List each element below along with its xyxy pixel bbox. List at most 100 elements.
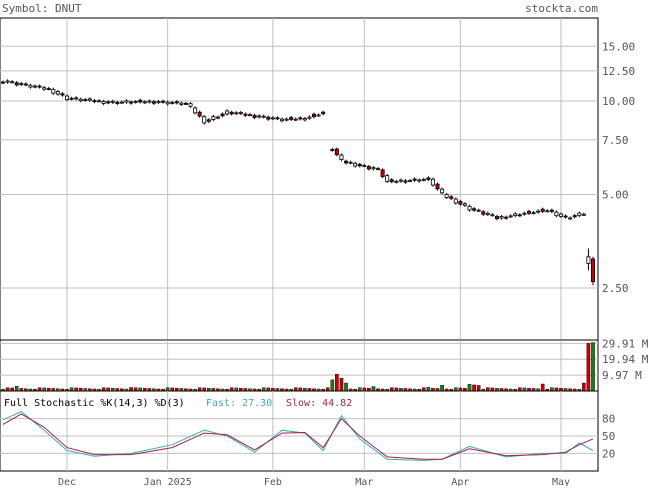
candle-body (197, 111, 202, 117)
month-label: Dec (58, 477, 76, 486)
stochastic-panel: 20 50 80 Full Stochastic %K(14,3) %D(3) Fa… (0, 390, 615, 472)
candle-body (42, 87, 47, 90)
candle-body (412, 178, 417, 181)
candle-body (563, 215, 568, 218)
candle-body (60, 93, 65, 96)
candle-body (568, 217, 573, 220)
candle-body (490, 214, 495, 217)
volume-tick-label: 29.91 M (602, 337, 649, 350)
candle-body (444, 194, 449, 198)
candle-body (371, 167, 376, 170)
candle-body (0, 81, 6, 84)
candle-body (234, 112, 239, 115)
candle-body (453, 198, 458, 204)
candle-body (14, 82, 19, 86)
candle-body (51, 88, 56, 94)
candle-body (376, 168, 381, 170)
candle-body (183, 102, 188, 105)
price-tick-label: 12.50 (602, 65, 635, 78)
volume-bar (476, 385, 481, 392)
candle-body (55, 91, 60, 95)
candle-body (211, 116, 216, 120)
candle-body (225, 110, 230, 115)
volume-panel: 9.97 M 19.94 M 29.91 M (0, 337, 649, 392)
candle-body (403, 180, 408, 183)
volume-bar (330, 379, 335, 392)
brand-label: stockta.com (525, 2, 598, 15)
volume-bar (467, 384, 472, 392)
candle-body (316, 114, 321, 117)
candle-body (87, 98, 92, 101)
volume-bar (339, 378, 344, 392)
volume-bar (540, 383, 545, 392)
candle-body (101, 101, 106, 104)
candle-body (572, 215, 577, 218)
month-label: May (552, 477, 570, 486)
candle-body (577, 212, 582, 217)
candle-body (334, 148, 339, 156)
candle-body (247, 114, 252, 117)
candle-body (266, 116, 271, 120)
candle-body (202, 116, 207, 124)
price-panel-frame (0, 17, 599, 341)
candle-body (508, 215, 513, 218)
price-tick-label: 10.00 (602, 95, 635, 108)
candle-body (531, 212, 536, 215)
candle-body (284, 118, 289, 121)
candle-body (124, 100, 129, 103)
candle-body (321, 111, 326, 115)
candle-body (357, 163, 362, 167)
candle-body (389, 179, 394, 183)
candle-body (440, 188, 445, 194)
volume-bar (440, 385, 444, 392)
candle-body (435, 183, 440, 190)
candle-body (362, 165, 367, 167)
candle-body (78, 98, 83, 102)
candle-body (220, 113, 225, 117)
stochastic-title: Full Stochastic %K(14,3) %D(3) (4, 398, 185, 409)
candle-body (69, 97, 74, 100)
candle-body (156, 101, 161, 104)
candle-body (545, 210, 550, 213)
candle-body (243, 113, 248, 116)
candle-body (426, 177, 431, 180)
candle-body (394, 180, 399, 183)
volume-bar (344, 382, 348, 392)
candle-body (462, 203, 467, 206)
candle-body (513, 213, 518, 217)
candle-body (398, 179, 403, 182)
candle-body (46, 88, 51, 90)
month-label: Jan 2025 (144, 477, 192, 486)
volume-tick-label: 19.94 M (602, 353, 649, 366)
candle-body (540, 208, 545, 212)
candle-body (28, 84, 33, 88)
candle-body (37, 85, 42, 88)
candle-body (526, 210, 531, 214)
price-tick-label: 15.00 (602, 40, 635, 53)
candle-body (289, 117, 294, 120)
candle-body (133, 101, 138, 104)
candle-body (151, 101, 156, 104)
candle-body (92, 100, 97, 103)
price-tick-label: 5.00 (602, 188, 629, 201)
stochastic-panel-frame (0, 390, 599, 472)
price-axis-ticks: 2.50 5.00 7.50 10.00 12.50 15.00 (602, 40, 635, 295)
candle-body (330, 149, 335, 151)
volume-bar (426, 387, 431, 392)
volume-bar (14, 386, 19, 392)
stochastic-slow-label: Slow: 44.82 (286, 398, 352, 409)
candle-body (344, 160, 349, 164)
candle-body (33, 85, 38, 88)
candle-body (74, 97, 79, 100)
candle-body (229, 111, 234, 115)
candle-body (5, 80, 10, 83)
stochastic-grid (0, 391, 598, 471)
candle-body (110, 100, 115, 103)
stochastic-tick-label: 20 (602, 447, 615, 460)
slow-line (2, 413, 594, 460)
candle-body (536, 210, 541, 213)
price-grid (0, 18, 598, 340)
candle-body (430, 178, 435, 186)
candle-body (10, 81, 15, 84)
symbol-label: Symbol: DNUT (2, 2, 82, 15)
